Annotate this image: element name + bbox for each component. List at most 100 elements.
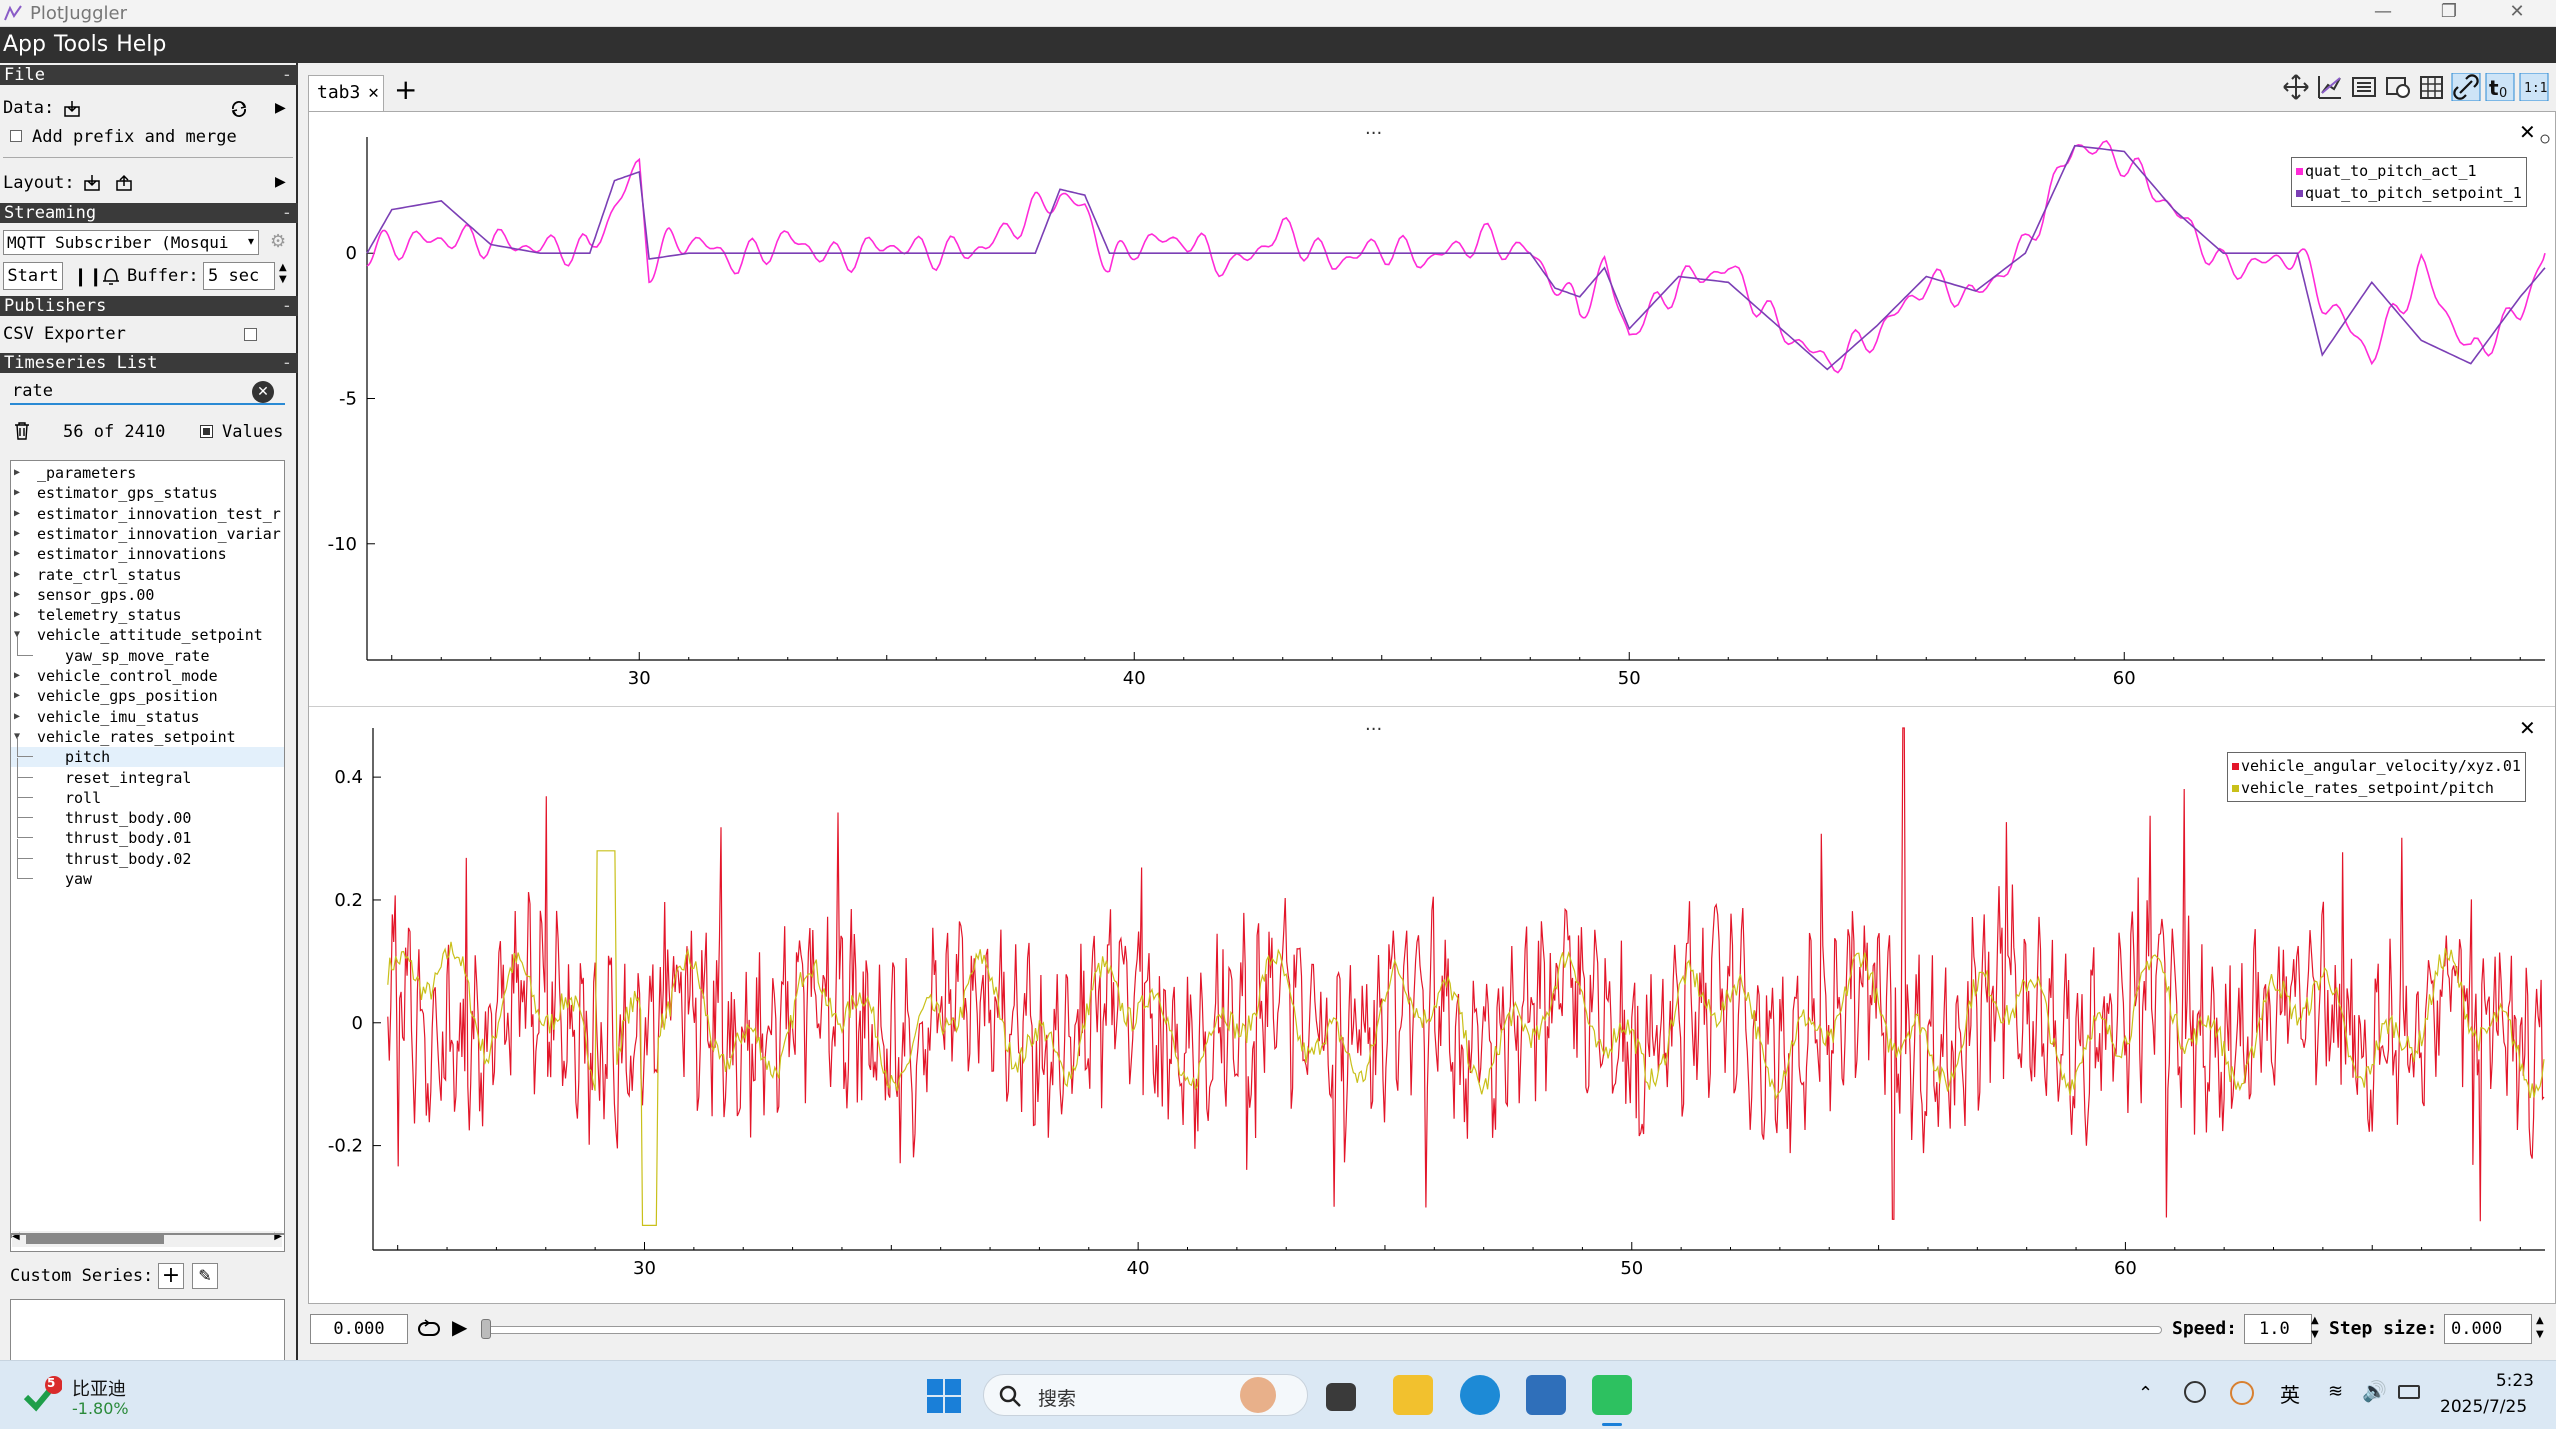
add-custom-series-button[interactable]: + — [158, 1263, 184, 1289]
legend-entry[interactable]: quat_to_pitch_act_1 — [2296, 160, 2522, 182]
data-menu-arrow-icon[interactable]: ▶ — [275, 100, 286, 116]
collapse-arrow-icon[interactable]: ▶ — [14, 548, 21, 560]
tree-item[interactable]: thrust_body.00 — [65, 809, 192, 828]
stock-name[interactable]: 比亚迪 — [72, 1379, 126, 1400]
bottom-plot[interactable]: ... ✕ 30 40 50 60 0.4 0.2 0 -0.2 vehicle_angula… — [309, 708, 2555, 1303]
tree-item[interactable]: thrust_body.02 — [65, 849, 192, 868]
close-window-button[interactable]: ✕ — [2509, 1, 2525, 22]
clear-filter-icon[interactable]: ✕ — [252, 381, 274, 403]
file-explorer-icon[interactable] — [1393, 1375, 1433, 1415]
ime-indicator[interactable]: 英 — [2280, 1383, 2300, 1407]
bell-icon[interactable] — [100, 264, 122, 288]
collapse-arrow-icon[interactable]: ▶ — [14, 588, 21, 600]
step-stepper-icon[interactable]: ▲ ▼ — [2536, 1315, 2544, 1340]
menu-help[interactable]: Help — [116, 32, 167, 57]
plot-menu-dots[interactable]: ... — [1365, 118, 1383, 139]
link-icon[interactable] — [2451, 73, 2481, 101]
tree-item[interactable]: vehicle_rates_setpoint — [37, 727, 236, 746]
scroll-right-icon[interactable]: ▶ — [274, 1231, 282, 1242]
collapse-arrow-icon[interactable]: ▶ — [14, 467, 21, 478]
save-layout-icon[interactable] — [114, 173, 134, 193]
close-tab-icon[interactable]: ✕ — [368, 82, 379, 103]
tree-item[interactable]: estimator_innovation_variar — [37, 524, 281, 543]
collapse-arrow-icon[interactable]: ▶ — [14, 670, 21, 681]
collapse-arrow-icon[interactable]: ▶ — [14, 609, 21, 621]
edge-browser-icon[interactable] — [1460, 1375, 1500, 1415]
scrollbar-thumb[interactable] — [26, 1234, 164, 1244]
buffer-spinbox[interactable]: 5 sec — [203, 262, 275, 290]
volume-icon[interactable]: 🔊 — [2362, 1379, 2387, 1403]
clock-time[interactable]: 5:23 — [2495, 1371, 2534, 1391]
time-slider[interactable] — [482, 1326, 2162, 1334]
load-data-icon[interactable] — [62, 99, 82, 119]
legend-entry[interactable]: vehicle_rates_setpoint/pitch — [2232, 777, 2521, 799]
tray-app-icon[interactable] — [2184, 1381, 2206, 1403]
layout-menu-arrow-icon[interactable]: ▶ — [275, 174, 286, 190]
minimize-button[interactable]: — — [2374, 1, 2392, 22]
tab-tab3[interactable]: tab3 ✕ — [308, 75, 384, 111]
loop-icon[interactable] — [416, 1318, 442, 1340]
tree-horizontal-scrollbar[interactable]: ◀ ▶ — [12, 1231, 282, 1247]
tree-item[interactable]: sensor_gps.00 — [37, 585, 155, 604]
menu-app[interactable]: App — [3, 32, 46, 57]
top-legend[interactable]: quat_to_pitch_act_1 quat_to_pitch_setpoi… — [2291, 157, 2527, 207]
speed-stepper-icon[interactable]: ▲ ▼ — [2311, 1315, 2319, 1340]
close-plot-icon[interactable]: ✕ — [2519, 120, 2536, 144]
task-view-icon[interactable] — [1326, 1383, 1356, 1411]
tree-item[interactable]: vehicle_attitude_setpoint — [37, 626, 263, 645]
collapse-arrow-icon[interactable]: ▶ — [14, 568, 21, 580]
csv-exporter-checkbox[interactable] — [244, 328, 257, 341]
step-size-input[interactable]: 0.000 — [2444, 1314, 2532, 1344]
tree-item[interactable]: yaw_sp_move_rate — [65, 646, 210, 665]
expand-arrow-icon[interactable]: ▼ — [14, 629, 21, 641]
timeseries-tree[interactable]: ▶ _parameters ▶ estimator_gps_status ▶ estima… — [10, 460, 285, 1252]
tree-item[interactable]: vehicle_control_mode — [37, 667, 218, 685]
wechat-icon[interactable] — [1592, 1375, 1632, 1415]
settings-gear-icon[interactable]: ⚙ — [270, 231, 287, 252]
expand-arrow-icon[interactable]: ▼ — [14, 730, 21, 742]
windows-start-icon[interactable] — [927, 1379, 961, 1413]
tree-item[interactable]: _parameters — [37, 464, 137, 482]
tree-item[interactable]: vehicle_gps_position — [37, 687, 218, 706]
tree-item[interactable]: estimator_innovations — [37, 545, 227, 564]
wifi-icon[interactable]: ≋ — [2328, 1381, 2344, 1402]
collapse-arrow-icon[interactable]: ▶ — [14, 710, 21, 722]
top-plot[interactable]: ... ✕ 30 40 50 60 0 -5 -10 quat_to_pitch_act_1… — [309, 112, 2555, 707]
speed-input[interactable]: 1.0 — [2244, 1314, 2312, 1344]
streaming-section-header[interactable]: Streaming - — [0, 203, 298, 223]
trash-icon[interactable] — [12, 420, 32, 442]
close-plot-icon[interactable]: ✕ — [2519, 716, 2536, 740]
collapse-arrow-icon[interactable]: ▶ — [14, 507, 21, 519]
scroll-left-icon[interactable]: ◀ — [12, 1231, 20, 1242]
tree-item[interactable]: estimator_innovation_test_r — [37, 504, 281, 523]
move-icon[interactable] — [2283, 74, 2309, 100]
add-tab-icon[interactable]: + — [394, 73, 418, 106]
collapse-arrow-icon[interactable]: ▶ — [14, 527, 21, 539]
tree-item[interactable]: thrust_body.01 — [65, 829, 192, 848]
plot-menu-dots[interactable]: ... — [1365, 714, 1383, 735]
stock-widget-icon[interactable] — [22, 1375, 62, 1415]
clock-date[interactable]: 2025/7/25 — [2440, 1397, 2528, 1417]
add-prefix-checkbox[interactable] — [10, 130, 22, 142]
store-app-icon[interactable] — [1526, 1375, 1566, 1415]
tray-sync-icon[interactable] — [2230, 1381, 2254, 1405]
tree-item[interactable]: rate_ctrl_status — [37, 565, 182, 584]
restore-button[interactable]: ❐ — [2440, 1, 2458, 22]
time-slider-handle[interactable] — [481, 1319, 491, 1339]
file-section-header[interactable]: File - — [0, 65, 298, 85]
pause-icon[interactable]: ❙❙ — [73, 266, 104, 287]
grid-icon[interactable] — [2420, 76, 2443, 99]
ruler-icon[interactable] — [2318, 76, 2341, 99]
tree-item[interactable]: telemetry_status — [37, 606, 182, 625]
tree-item[interactable]: yaw — [65, 870, 93, 888]
tree-item[interactable]: estimator_gps_status — [37, 484, 218, 503]
taskbar-search-box[interactable]: 搜索 — [983, 1374, 1308, 1416]
tree-item[interactable]: reset_integral — [65, 768, 192, 787]
legend-entry[interactable]: quat_to_pitch_setpoint_1 — [2296, 182, 2522, 204]
tree-item[interactable]: pitch — [65, 748, 111, 767]
legend-entry[interactable]: vehicle_angular_velocity/xyz.01 — [2232, 755, 2521, 777]
play-icon[interactable]: ▶ — [452, 1315, 468, 1339]
timeseries-section-header[interactable]: Timeseries List - — [0, 353, 298, 373]
collapse-arrow-icon[interactable]: ▶ — [14, 690, 21, 702]
